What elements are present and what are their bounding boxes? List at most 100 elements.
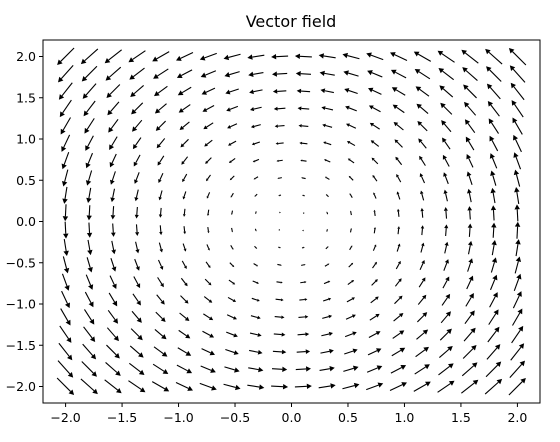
vector-arrow	[322, 123, 333, 128]
vector-arrow	[200, 70, 217, 78]
vector-arrow	[226, 314, 237, 320]
vector-arrow	[346, 141, 356, 147]
vector-arrow	[109, 171, 116, 185]
vector-arrow	[247, 54, 265, 60]
vector-arrow	[255, 211, 257, 215]
vector-arrow	[513, 169, 521, 187]
vector-arrow	[157, 277, 164, 288]
vector-arrow	[206, 192, 211, 199]
vector-arrow	[326, 228, 328, 232]
vector-arrow	[272, 349, 287, 355]
vector-arrow	[106, 327, 119, 342]
vector-arrow	[372, 174, 378, 182]
vector-arrow	[253, 176, 259, 180]
vector-arrow	[181, 260, 187, 269]
vector-arrow	[299, 298, 308, 301]
vector-arrow	[324, 263, 330, 267]
vector-arrow	[300, 281, 307, 284]
vector-arrow	[275, 298, 284, 302]
vector-arrow	[420, 207, 424, 218]
vector-arrow	[485, 48, 503, 65]
vector-arrow	[295, 366, 311, 372]
vector-arrow	[109, 275, 117, 289]
vector-arrow	[462, 345, 477, 359]
vector-arrow	[80, 378, 98, 395]
x-tick-label: 1.0	[395, 410, 415, 425]
vector-arrow	[508, 48, 527, 66]
vector-arrow	[107, 101, 120, 116]
vector-arrow	[228, 140, 237, 146]
y-tick-label: 0.0	[16, 214, 36, 229]
vector-arrow	[420, 190, 425, 201]
vector-arrow	[466, 275, 474, 290]
vector-arrow	[509, 65, 526, 83]
vector-arrow	[129, 362, 145, 375]
vector-arrow	[105, 362, 121, 376]
vector-arrow	[254, 228, 257, 232]
vector-arrow	[461, 379, 479, 394]
vector-arrow	[490, 187, 496, 204]
vector-arrow	[301, 263, 306, 266]
vector-arrow	[397, 226, 401, 235]
plot-area	[42, 39, 541, 404]
vector-arrow	[301, 177, 306, 180]
vector-arrow	[155, 311, 166, 322]
vector-arrow	[416, 312, 428, 323]
vector-arrow	[488, 309, 499, 325]
vector-arrow	[63, 238, 69, 257]
vector-arrow	[298, 315, 309, 319]
vector-arrow	[152, 363, 169, 375]
vector-arrow	[83, 326, 96, 342]
vector-arrow	[420, 242, 425, 253]
y-tick-label: −1.5	[6, 338, 36, 353]
vector-arrow	[417, 294, 427, 305]
vector-arrow	[394, 278, 402, 287]
vector-arrow	[419, 260, 425, 271]
vector-arrow	[177, 86, 192, 96]
vector-arrow	[153, 68, 169, 79]
vector-arrow	[368, 87, 382, 95]
vector-arrow	[373, 227, 376, 234]
vector-arrow	[155, 120, 167, 131]
vector-arrow	[419, 155, 426, 166]
vector-arrow	[296, 88, 311, 94]
vector-arrow	[201, 348, 215, 356]
vector-arrow	[250, 106, 262, 112]
y-tick-label: 0.5	[16, 173, 36, 188]
vector-arrow	[157, 259, 164, 270]
vector-arrow	[393, 121, 404, 131]
vector-arrow	[111, 240, 116, 255]
vector-arrow	[512, 291, 522, 309]
vector-arrow	[82, 83, 97, 99]
vector-arrow	[467, 258, 474, 272]
vector-arrow	[438, 363, 454, 376]
x-tick-label: −1.5	[107, 410, 137, 425]
vector-arrow	[158, 172, 164, 183]
vector-arrow	[444, 241, 449, 254]
vector-arrow	[439, 85, 454, 98]
vector-arrow	[278, 194, 282, 197]
vector-arrow	[372, 244, 377, 251]
y-tick-label: −1.0	[6, 297, 36, 312]
vector-arrow	[390, 365, 407, 374]
vector-arrow	[484, 378, 503, 395]
vector-arrow	[273, 106, 286, 111]
vector-arrow	[368, 331, 381, 339]
vector-arrow	[84, 291, 94, 308]
vector-arrow	[486, 66, 502, 82]
vector-arrow	[323, 141, 332, 146]
vector-arrow	[344, 88, 358, 94]
vector-arrow	[252, 158, 260, 163]
vector-arrow	[278, 228, 281, 231]
vector-arrow	[61, 169, 69, 187]
vector-arrow	[133, 276, 141, 289]
vector-arrow	[131, 102, 144, 115]
vector-arrow	[441, 293, 451, 306]
vector-arrow	[176, 51, 194, 61]
x-tick-label: 0.0	[282, 410, 302, 425]
vector-arrow	[488, 118, 500, 134]
vector-arrow	[300, 159, 307, 162]
vector-arrow	[515, 239, 521, 257]
axes-frame	[42, 39, 541, 404]
vector-arrow	[489, 292, 498, 308]
